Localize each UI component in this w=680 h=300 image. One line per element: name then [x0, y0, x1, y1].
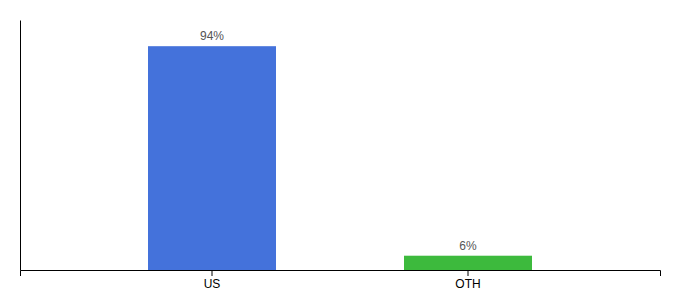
- chart-container: US OTH 94% 6%: [0, 0, 680, 300]
- chart-svg: US OTH 94% 6%: [0, 0, 680, 300]
- x-axis: US OTH: [21, 270, 661, 291]
- y-axis-line: [20, 21, 21, 271]
- data-labels: 94% 6%: [200, 29, 477, 253]
- x-tick: OTH: [455, 270, 480, 291]
- x-tick: US: [204, 270, 221, 291]
- data-label: 94%: [200, 29, 224, 43]
- x-tick-label: OTH: [455, 277, 480, 291]
- x-axis-line: [21, 271, 661, 277]
- plot-area: US OTH 94% 6%: [21, 21, 661, 291]
- bars: [148, 46, 532, 270]
- data-label: 6%: [459, 239, 477, 253]
- bar: [148, 46, 276, 270]
- x-tick-mark: [212, 270, 213, 276]
- x-tick-label: US: [204, 277, 221, 291]
- x-tick-mark: [468, 270, 469, 276]
- y-axis: [20, 21, 21, 271]
- bar: [404, 256, 532, 270]
